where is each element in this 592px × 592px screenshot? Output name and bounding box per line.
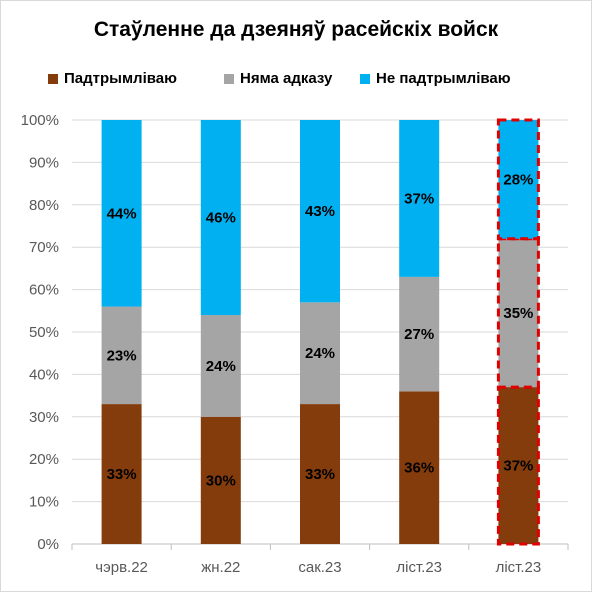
data-label: 24% — [305, 345, 335, 362]
data-label: 36% — [404, 460, 434, 477]
data-label: 33% — [305, 466, 335, 483]
data-label: 23% — [107, 347, 137, 364]
data-label: 37% — [404, 190, 434, 207]
bar-segment — [101, 306, 142, 405]
y-tick-label: 40% — [29, 366, 59, 383]
data-label: 46% — [206, 210, 236, 227]
legend-label-not-support: Не падтрымліваю — [376, 70, 511, 87]
legend-label-support: Падтрымліваю — [64, 70, 177, 87]
y-tick-label: 100% — [21, 112, 59, 129]
bar-segment — [300, 404, 340, 544]
data-label: 30% — [206, 472, 236, 489]
highlight-outline — [496, 118, 540, 241]
bar-segment — [399, 276, 440, 392]
data-label: 37% — [503, 458, 533, 475]
y-tick-label: 50% — [29, 324, 59, 341]
legend-swatch-support — [48, 73, 58, 84]
x-tick-label: ліст.23 — [496, 559, 542, 576]
data-label: 44% — [107, 205, 137, 222]
x-tick-label: чэрв.22 — [95, 559, 148, 576]
y-tick-label: 70% — [29, 239, 59, 256]
legend-label-no-answer: Няма адказу — [240, 70, 333, 87]
legend-swatch-no-answer — [224, 73, 234, 84]
bar-segment — [498, 120, 539, 239]
bar-segment — [399, 391, 440, 544]
data-label: 43% — [305, 203, 335, 220]
bar-segment — [101, 120, 142, 307]
data-label: 35% — [503, 305, 533, 322]
y-tick-label: 90% — [29, 154, 59, 171]
y-tick-label: 30% — [29, 409, 59, 426]
x-tick-label: жн.22 — [201, 559, 240, 576]
legend-item-not-support: Не падтрымліваю — [360, 70, 511, 87]
x-tick-label: сак.23 — [298, 559, 341, 576]
data-label: 27% — [404, 326, 434, 343]
bar-segment — [498, 238, 539, 388]
bar-segment — [200, 315, 241, 417]
bar-segment — [101, 404, 142, 544]
y-tick-label: 0% — [37, 536, 59, 553]
legend: Падтрымліваю Няма адказу Не падтрымліваю — [0, 70, 592, 90]
bar-segment — [399, 120, 440, 277]
data-label: 33% — [107, 466, 137, 483]
y-tick-label: 10% — [29, 494, 59, 511]
bar-segment — [300, 302, 340, 405]
legend-item-support: Падтрымліваю — [48, 70, 177, 87]
y-tick-label: 60% — [29, 282, 59, 299]
legend-item-no-answer: Няма адказу — [224, 70, 332, 87]
x-tick-label: ліст.23 — [396, 559, 442, 576]
data-label: 28% — [503, 171, 533, 188]
y-tick-label: 80% — [29, 197, 59, 214]
bar-segment — [200, 416, 241, 544]
bar-segment — [200, 120, 241, 316]
y-tick-label: 20% — [29, 451, 59, 468]
bar-segment — [498, 387, 539, 544]
data-label: 24% — [206, 358, 236, 375]
legend-swatch-not-support — [360, 73, 370, 84]
bar-segment — [300, 120, 340, 303]
chart-title: Стаўленне да дзеяняў расейскіх войск — [93, 18, 499, 41]
